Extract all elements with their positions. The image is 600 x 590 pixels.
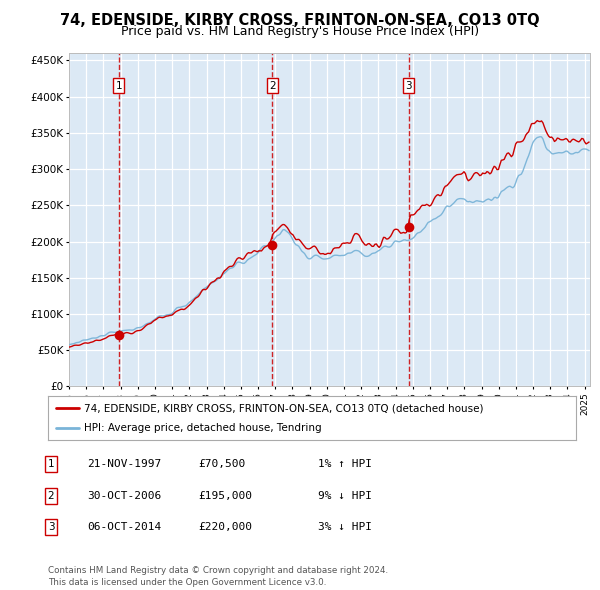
- Text: 74, EDENSIDE, KIRBY CROSS, FRINTON-ON-SEA, CO13 0TQ: 74, EDENSIDE, KIRBY CROSS, FRINTON-ON-SE…: [60, 13, 540, 28]
- Text: 3% ↓ HPI: 3% ↓ HPI: [318, 522, 372, 532]
- Text: 06-OCT-2014: 06-OCT-2014: [87, 522, 161, 532]
- Text: 2: 2: [47, 491, 55, 500]
- Text: 21-NOV-1997: 21-NOV-1997: [87, 460, 161, 469]
- Text: Price paid vs. HM Land Registry's House Price Index (HPI): Price paid vs. HM Land Registry's House …: [121, 25, 479, 38]
- Text: 1: 1: [47, 460, 55, 469]
- Text: 3: 3: [47, 522, 55, 532]
- Text: 30-OCT-2006: 30-OCT-2006: [87, 491, 161, 500]
- Text: HPI: Average price, detached house, Tendring: HPI: Average price, detached house, Tend…: [84, 423, 322, 433]
- Text: 1% ↑ HPI: 1% ↑ HPI: [318, 460, 372, 469]
- Text: 9% ↓ HPI: 9% ↓ HPI: [318, 491, 372, 500]
- Text: 1: 1: [115, 81, 122, 91]
- Text: £220,000: £220,000: [198, 522, 252, 532]
- Text: £195,000: £195,000: [198, 491, 252, 500]
- Text: £70,500: £70,500: [198, 460, 245, 469]
- Text: 2: 2: [269, 81, 275, 91]
- Text: 74, EDENSIDE, KIRBY CROSS, FRINTON-ON-SEA, CO13 0TQ (detached house): 74, EDENSIDE, KIRBY CROSS, FRINTON-ON-SE…: [84, 403, 484, 413]
- Text: 3: 3: [406, 81, 412, 91]
- Text: Contains HM Land Registry data © Crown copyright and database right 2024.
This d: Contains HM Land Registry data © Crown c…: [48, 566, 388, 587]
